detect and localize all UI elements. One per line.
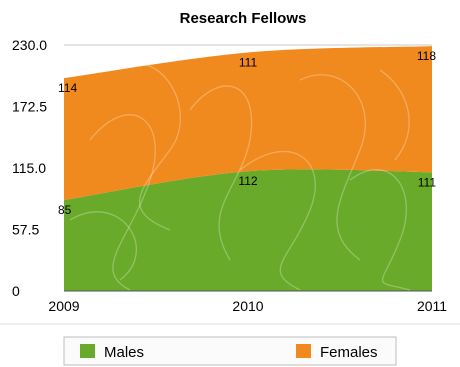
data-label-females: 114 — [58, 81, 77, 95]
data-label-females: 118 — [417, 49, 436, 63]
legend-box — [63, 336, 397, 366]
x-axis: 2009 2010 2011 — [48, 298, 447, 314]
legend-label-males: Males — [104, 344, 144, 361]
y-tick-label: 57.5 — [12, 222, 39, 238]
area-males — [64, 169, 432, 291]
chart-title: Research Fellows — [180, 10, 307, 27]
legend-swatch-females — [296, 344, 311, 358]
legend-label-females: Females — [320, 344, 378, 361]
x-tick-label: 2011 — [417, 298, 447, 314]
data-label-males: 112 — [238, 174, 257, 188]
data-label-males: 85 — [58, 203, 72, 217]
area-females — [64, 46, 432, 201]
legend-swatch-males — [80, 344, 95, 358]
data-label-males: 111 — [418, 175, 437, 189]
x-tick-label: 2009 — [48, 298, 79, 314]
y-tick-label: 172.5 — [12, 99, 47, 115]
x-tick-label: 2010 — [232, 298, 263, 314]
y-tick-label: 0 — [12, 283, 20, 299]
plot-area — [64, 46, 432, 291]
y-tick-label: 230.0 — [12, 37, 47, 53]
y-tick-label: 115.0 — [12, 160, 46, 176]
data-labels: 85 112 111 114 111 118 — [58, 49, 436, 217]
legend: Males Females — [80, 344, 378, 361]
background-doodles — [69, 62, 411, 291]
y-axis: 0 57.5 115.0 172.5 230.0 — [12, 37, 47, 299]
data-label-females: 111 — [239, 55, 258, 69]
